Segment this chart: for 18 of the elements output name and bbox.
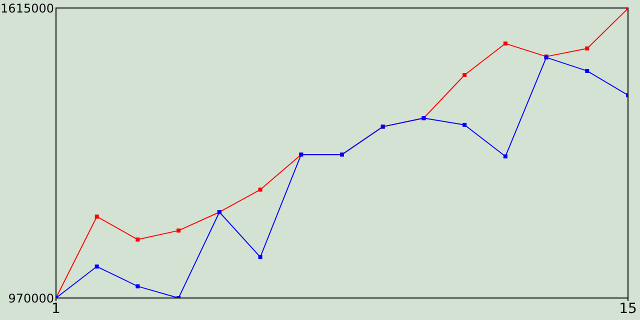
y-tick-label: 970000	[8, 291, 54, 306]
point	[462, 72, 467, 77]
point	[136, 238, 140, 242]
point	[585, 68, 590, 73]
x-tick-label: 15	[619, 300, 637, 317]
point	[258, 255, 262, 260]
x-tick-label: 1	[52, 300, 60, 317]
point	[94, 214, 99, 219]
point	[258, 188, 262, 192]
point	[462, 122, 467, 127]
point	[94, 264, 99, 269]
y-tick-label: 1615000	[0, 1, 54, 16]
point	[585, 46, 590, 50]
point	[503, 154, 508, 158]
point	[136, 284, 140, 288]
point	[503, 42, 508, 46]
point	[176, 228, 181, 233]
line-series	[56, 55, 628, 298]
